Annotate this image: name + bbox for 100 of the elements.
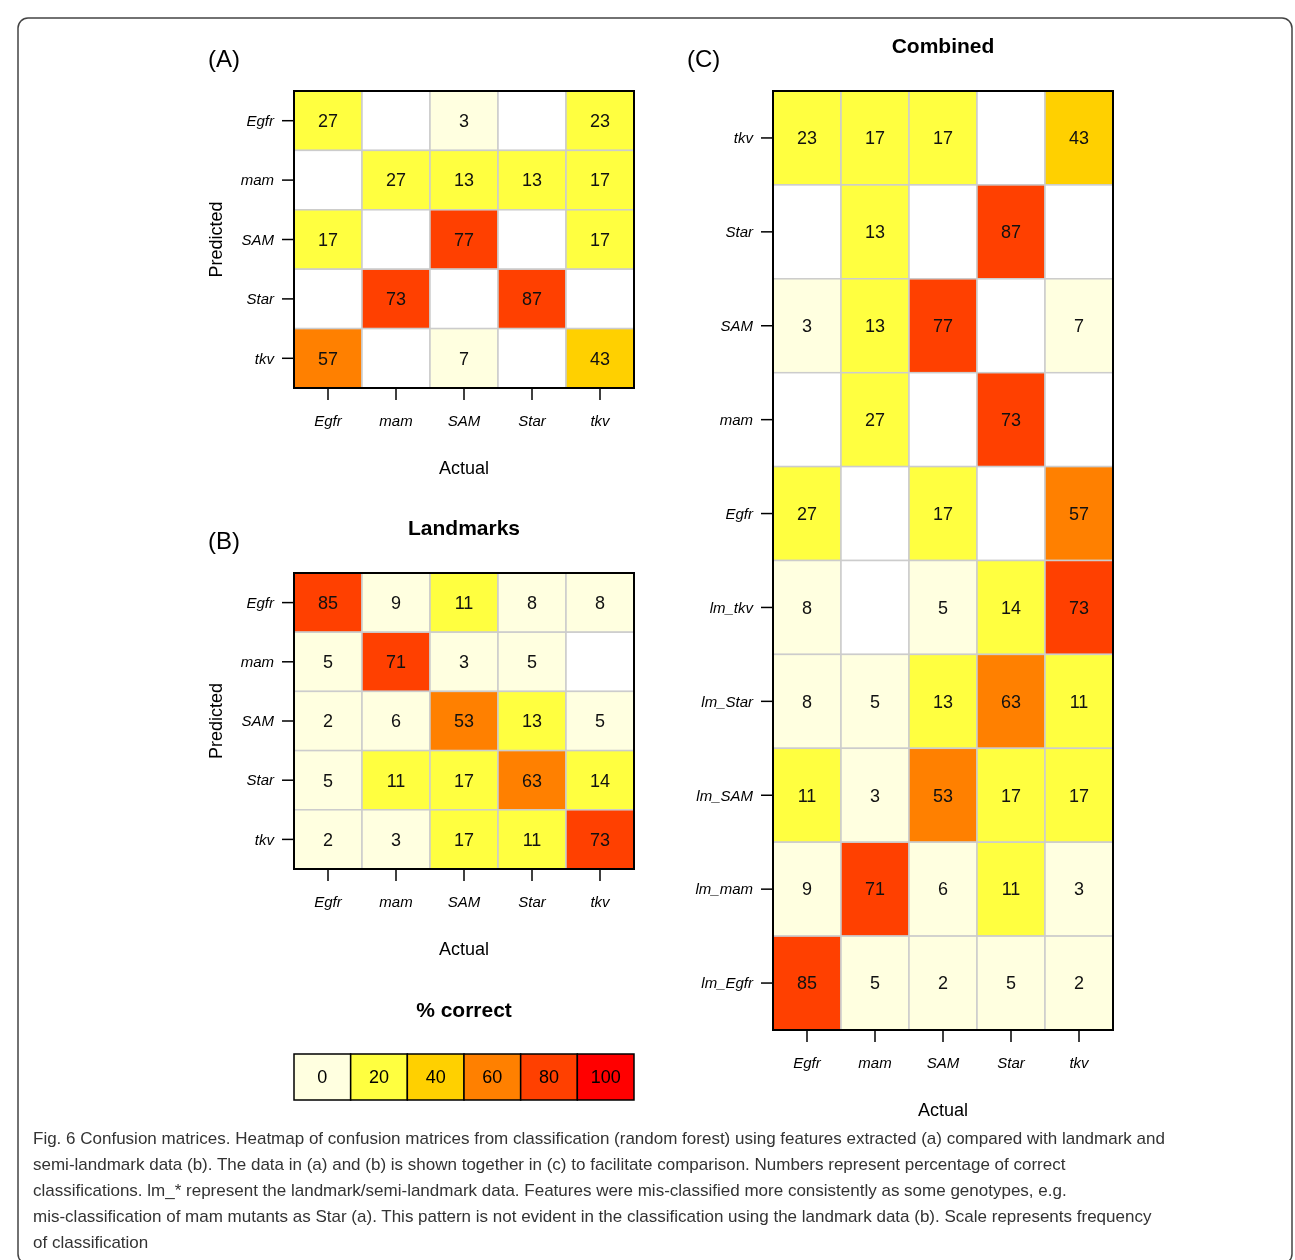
data-label: 11 xyxy=(797,785,817,806)
y-tick-label: Star xyxy=(246,290,275,308)
data-label: 14 xyxy=(589,770,611,791)
data-label: 9 xyxy=(390,592,402,613)
data-label: 43 xyxy=(1068,128,1090,149)
data-label: 85 xyxy=(796,973,818,994)
data-label: 9 xyxy=(801,879,813,900)
y-tick-label: mam xyxy=(240,171,274,189)
data-label: 7 xyxy=(458,348,470,369)
data-label: 17 xyxy=(864,128,886,149)
data-label: 87 xyxy=(1000,222,1022,243)
y-tick-label: lm_tkv xyxy=(709,598,755,616)
data-label: 11 xyxy=(454,592,474,613)
data-label: 73 xyxy=(589,829,611,850)
data-label: 27 xyxy=(796,503,818,524)
data-label: 5 xyxy=(937,597,949,618)
data-label: 17 xyxy=(932,128,954,149)
data-label: 13 xyxy=(864,222,886,243)
data-label: 85 xyxy=(317,592,339,613)
data-label: 17 xyxy=(453,770,475,791)
data-label: 8 xyxy=(526,592,538,613)
data-label: 11 xyxy=(1069,691,1089,712)
x-tick-label: Egfr xyxy=(314,893,343,910)
y-tick-label: lm_Star xyxy=(701,692,754,710)
data-label: 57 xyxy=(1068,503,1090,524)
x-tick-label: mam xyxy=(379,893,413,910)
data-label: 13 xyxy=(453,170,475,191)
data-label: 3 xyxy=(1073,879,1085,900)
data-label: 2 xyxy=(1073,973,1085,994)
x-tick-label: SAM xyxy=(447,893,481,910)
data-label: 14 xyxy=(1000,597,1022,618)
data-label: 11 xyxy=(522,829,542,850)
text: (A) xyxy=(208,45,240,72)
x-tick-label: Egfr xyxy=(314,412,343,429)
data-label: 13 xyxy=(521,711,543,732)
data-label: 17 xyxy=(453,829,475,850)
data-label: 77 xyxy=(932,316,954,337)
y-tick-label: SAM xyxy=(241,712,275,730)
data-label: 8 xyxy=(801,597,813,618)
chart-title: Landmarks xyxy=(407,516,521,539)
x-axis-title: Actual xyxy=(438,939,490,959)
chart-title: Combined xyxy=(891,34,995,57)
data-label: 17 xyxy=(589,229,611,250)
data-label: 3 xyxy=(458,111,470,131)
data-label: 5 xyxy=(322,770,334,791)
x-axis-title: Actual xyxy=(917,1100,969,1120)
data-label: 5 xyxy=(322,652,334,673)
y-tick-label: lm_SAM xyxy=(696,786,754,804)
y-tick-label: Star xyxy=(246,771,275,789)
color-bar-label: 40 xyxy=(425,1067,446,1088)
y-tick-label: Egfr xyxy=(246,111,275,129)
y-tick-label: lm_mam xyxy=(695,880,753,898)
data-label: 3 xyxy=(458,652,470,673)
y-tick-label: Egfr xyxy=(246,593,275,611)
x-tick-label: tkv xyxy=(590,893,612,910)
x-tick-label: SAM xyxy=(447,412,481,429)
y-tick-label: Egfr xyxy=(725,504,754,522)
y-axis-title: Predicted xyxy=(206,201,226,278)
x-tick-label: SAM xyxy=(926,1054,960,1071)
data-label: 2 xyxy=(322,711,334,732)
data-label: 8 xyxy=(801,691,813,712)
x-axis-title: Actual xyxy=(438,458,490,478)
data-label: 2 xyxy=(322,829,334,850)
x-tick-label: tkv xyxy=(1069,1054,1091,1071)
data-label: 73 xyxy=(385,289,407,310)
y-tick-label: SAM xyxy=(720,317,754,334)
x-tick-label: Star xyxy=(518,893,547,910)
data-label: 5 xyxy=(1005,973,1017,994)
y-tick-label: tkv xyxy=(254,349,276,367)
data-label: 27 xyxy=(864,409,886,430)
y-tick-label: lm_Egfr xyxy=(701,974,754,992)
x-tick-label: Star xyxy=(997,1054,1026,1071)
data-label: 71 xyxy=(864,879,886,900)
data-label: 8 xyxy=(594,592,606,613)
data-label: 17 xyxy=(317,229,339,250)
data-label: 13 xyxy=(932,691,954,712)
text: (B) xyxy=(208,527,240,554)
data-label: 3 xyxy=(869,785,881,806)
data-label: 71 xyxy=(385,652,407,673)
data-label: 13 xyxy=(864,316,886,337)
x-tick-label: Star xyxy=(518,412,547,429)
data-label: 77 xyxy=(453,229,475,250)
data-label: 5 xyxy=(869,973,881,994)
x-tick-label: Egfr xyxy=(793,1054,822,1071)
data-label: 17 xyxy=(1068,785,1090,806)
data-label: 73 xyxy=(1068,597,1090,618)
color-bar-label: 0 xyxy=(317,1067,328,1088)
data-label: 87 xyxy=(521,289,543,310)
data-label: 53 xyxy=(453,711,475,732)
y-tick-label: tkv xyxy=(254,830,276,848)
data-label: 3 xyxy=(390,829,402,850)
data-label: 5 xyxy=(594,711,606,732)
data-label: 11 xyxy=(386,770,406,791)
y-tick-label: mam xyxy=(240,653,274,671)
caption: Fig. 6 Confusion matrices. Heatmap of confusion matrices from classification (random forest) using features extracted (a) compared with landmark and semi-landmark data (b). The data in (a) and (b) is shown together in (c) to facilitate comparison. Numbers represent percentage of correct classifications. lm_* represent the landmark/semi-landmark data. Features were mis-classified more consistently as some genotypes, e.g. mis-classification of mam mutants as Star (a). This pattern is not evident in the classification using the landmark data (b). Scale represents frequency of classification xyxy=(33,1129,1165,1252)
data-label: 5 xyxy=(869,691,881,712)
x-tick-label: tkv xyxy=(590,412,612,429)
data-label: 73 xyxy=(1000,409,1022,430)
x-tick-label: mam xyxy=(858,1054,892,1071)
y-tick-label: Star xyxy=(725,223,754,241)
